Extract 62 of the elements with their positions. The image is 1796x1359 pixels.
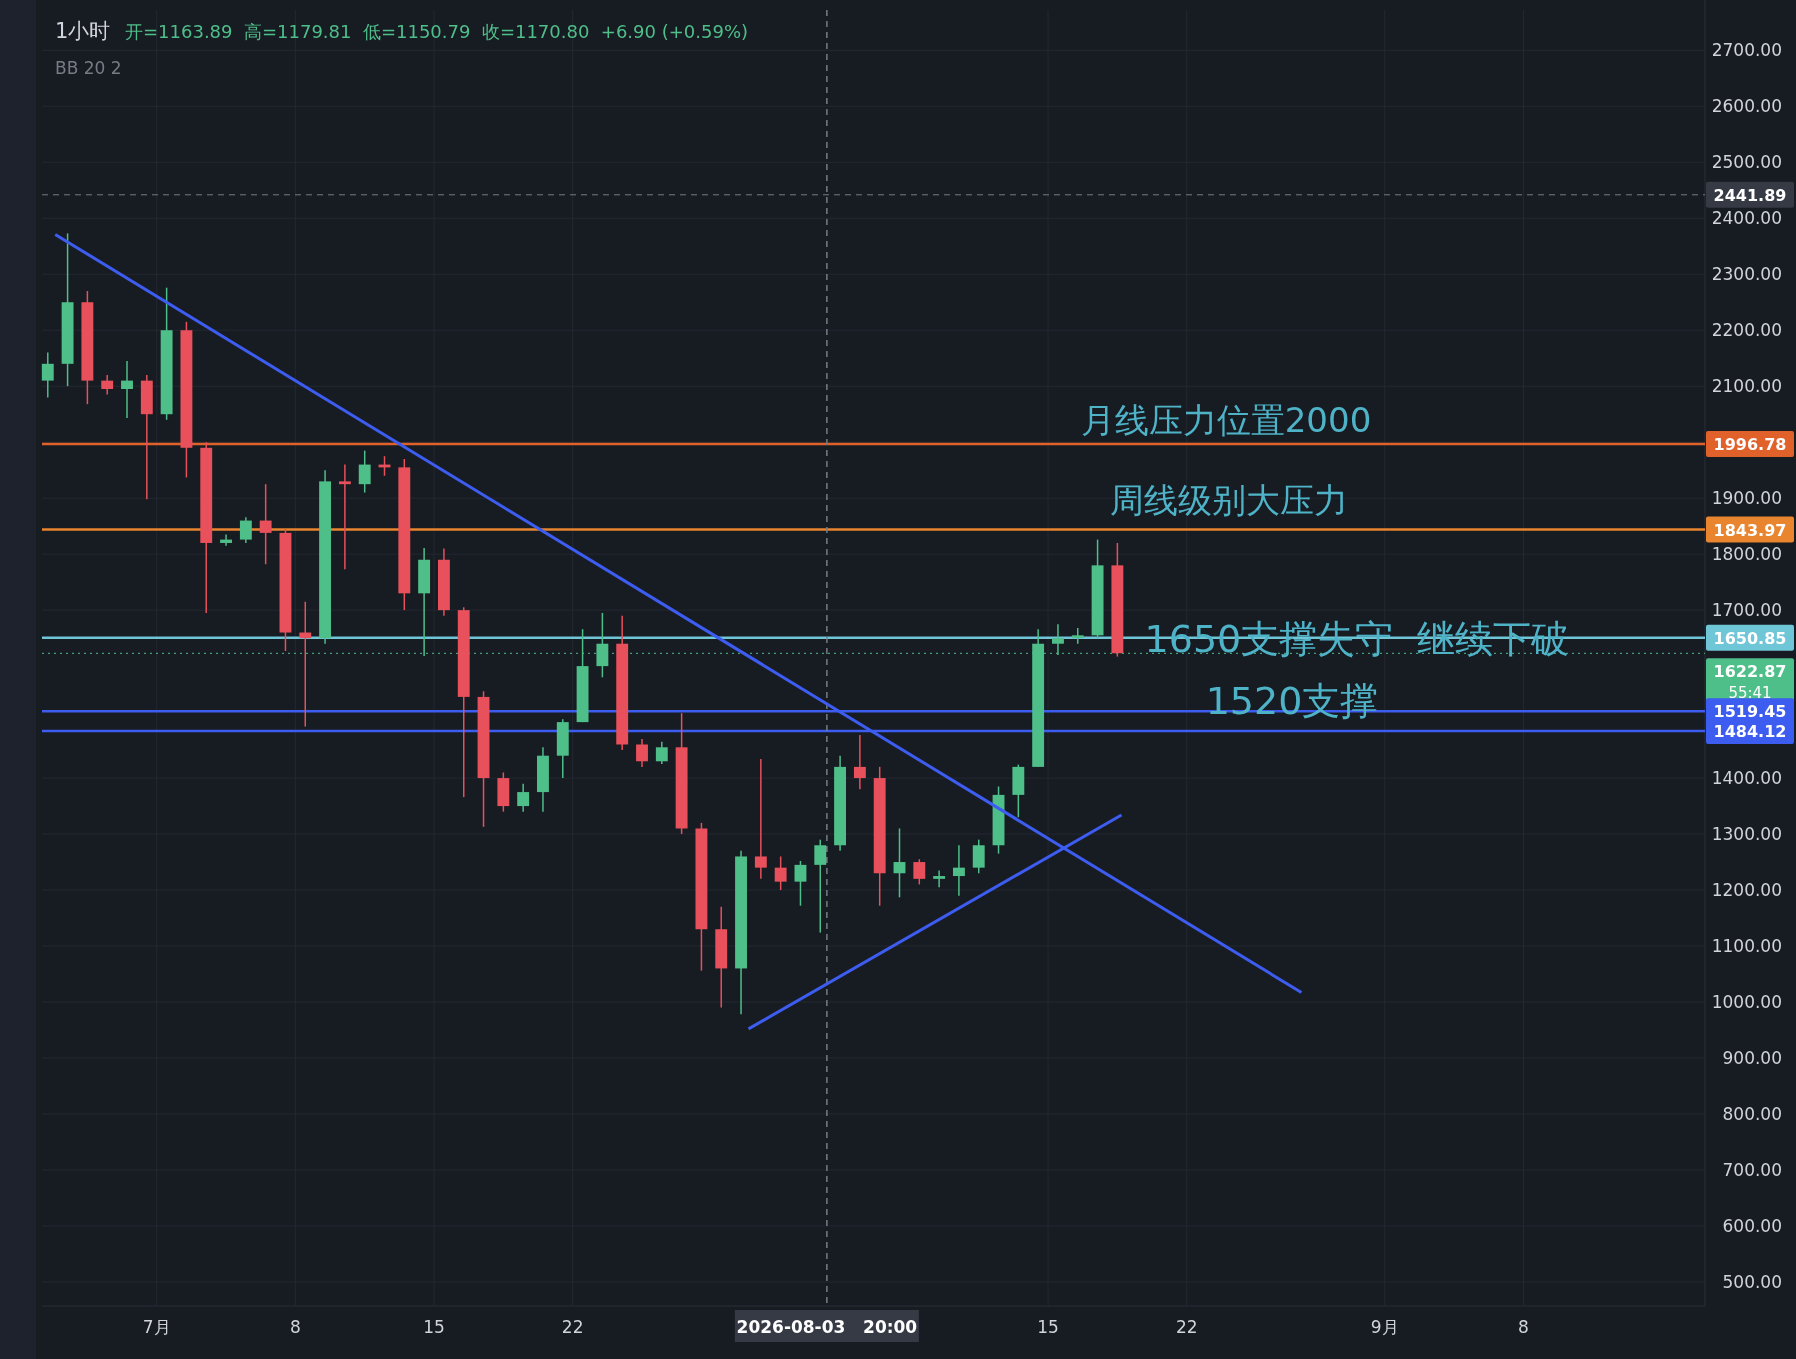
y-tick-label: 900.00 xyxy=(1722,1048,1782,1068)
x-tick-label: 22 xyxy=(1175,1317,1198,1337)
candlestick xyxy=(774,855,787,891)
ref-line-label: 1996.78 xyxy=(1713,434,1787,454)
candlestick xyxy=(239,516,252,544)
y-tick-label: 600.00 xyxy=(1722,1215,1782,1236)
x-tick-label: 7月 xyxy=(142,1317,171,1337)
annotation: 开=1163.89 高=1179.81 低=1150.79 收=1170.80 +6.90 (+0.59%) xyxy=(125,21,749,42)
y-tick-label: 2400.00 xyxy=(1711,208,1782,229)
x-tick-label: 15 xyxy=(1037,1317,1059,1337)
candlestick xyxy=(101,374,114,396)
candlestick xyxy=(913,858,926,886)
candlestick xyxy=(636,738,648,768)
ref-line-label: 1622.87 xyxy=(1713,662,1787,682)
ref-line-label: 2441.89 xyxy=(1713,185,1787,205)
ref-line-label: 1650.85 xyxy=(1713,628,1787,648)
candlestick xyxy=(259,483,272,565)
y-tick-label: 2300.00 xyxy=(1711,264,1782,285)
y-tick-label: 1200.00 xyxy=(1711,880,1782,901)
y-tick-label: 2600.00 xyxy=(1711,96,1782,117)
candlestick xyxy=(41,351,54,399)
x-tick-label: 8 xyxy=(289,1317,301,1337)
candlestick xyxy=(220,533,232,547)
text: BB 20 2 xyxy=(55,58,122,78)
annotation: 月线压力位置2000 xyxy=(1080,400,1372,440)
candlestick xyxy=(655,740,668,765)
y-tick-label: 1800.00 xyxy=(1711,544,1782,565)
y-tick-label: 2200.00 xyxy=(1711,320,1782,341)
x-tick-label: 9月 xyxy=(1370,1317,1399,1337)
candlestick xyxy=(814,838,827,934)
candlestick xyxy=(933,869,946,888)
candlestick xyxy=(952,844,965,897)
annotation: 周线级别大压力 xyxy=(1110,480,1348,520)
y-tick-label: 1900.00 xyxy=(1711,488,1782,509)
x-tick-label: 8 xyxy=(1518,1317,1529,1337)
ref-line-label: 2026-08-03 20:00 xyxy=(736,1317,918,1337)
y-tick-label: 700.00 xyxy=(1722,1159,1782,1180)
x-tick-label: 15 xyxy=(423,1317,445,1337)
y-tick-label: 2500.00 xyxy=(1711,152,1782,173)
y-tick-label: 1400.00 xyxy=(1711,768,1782,789)
y-tick-label: 1300.00 xyxy=(1711,824,1782,845)
y-tick-label: 800.00 xyxy=(1722,1103,1782,1124)
y-tick-label: 500.00 xyxy=(1722,1271,1782,1292)
candlestick xyxy=(299,600,312,728)
y-tick-label: 2700.00 xyxy=(1711,40,1782,61)
y-tick-label: 1000.00 xyxy=(1711,992,1782,1013)
y-tick-label: 2100.00 xyxy=(1711,376,1782,397)
x-tick-label: 22 xyxy=(561,1317,584,1337)
candlestick xyxy=(893,827,906,899)
y-tick-label: 1100.00 xyxy=(1711,936,1782,957)
candlestick xyxy=(754,758,767,880)
ref-line-label: 1843.97 xyxy=(1713,520,1787,540)
y-tick-label: 1700.00 xyxy=(1711,600,1782,621)
candlestick xyxy=(517,782,530,813)
candlestick xyxy=(794,860,807,907)
candlestick xyxy=(853,734,866,791)
candlestick xyxy=(1071,627,1084,645)
candlestick xyxy=(358,449,371,494)
text: 1小时 xyxy=(55,19,111,43)
candlestick xyxy=(972,838,985,874)
candlestick xyxy=(338,463,351,571)
candlestick xyxy=(121,360,133,419)
